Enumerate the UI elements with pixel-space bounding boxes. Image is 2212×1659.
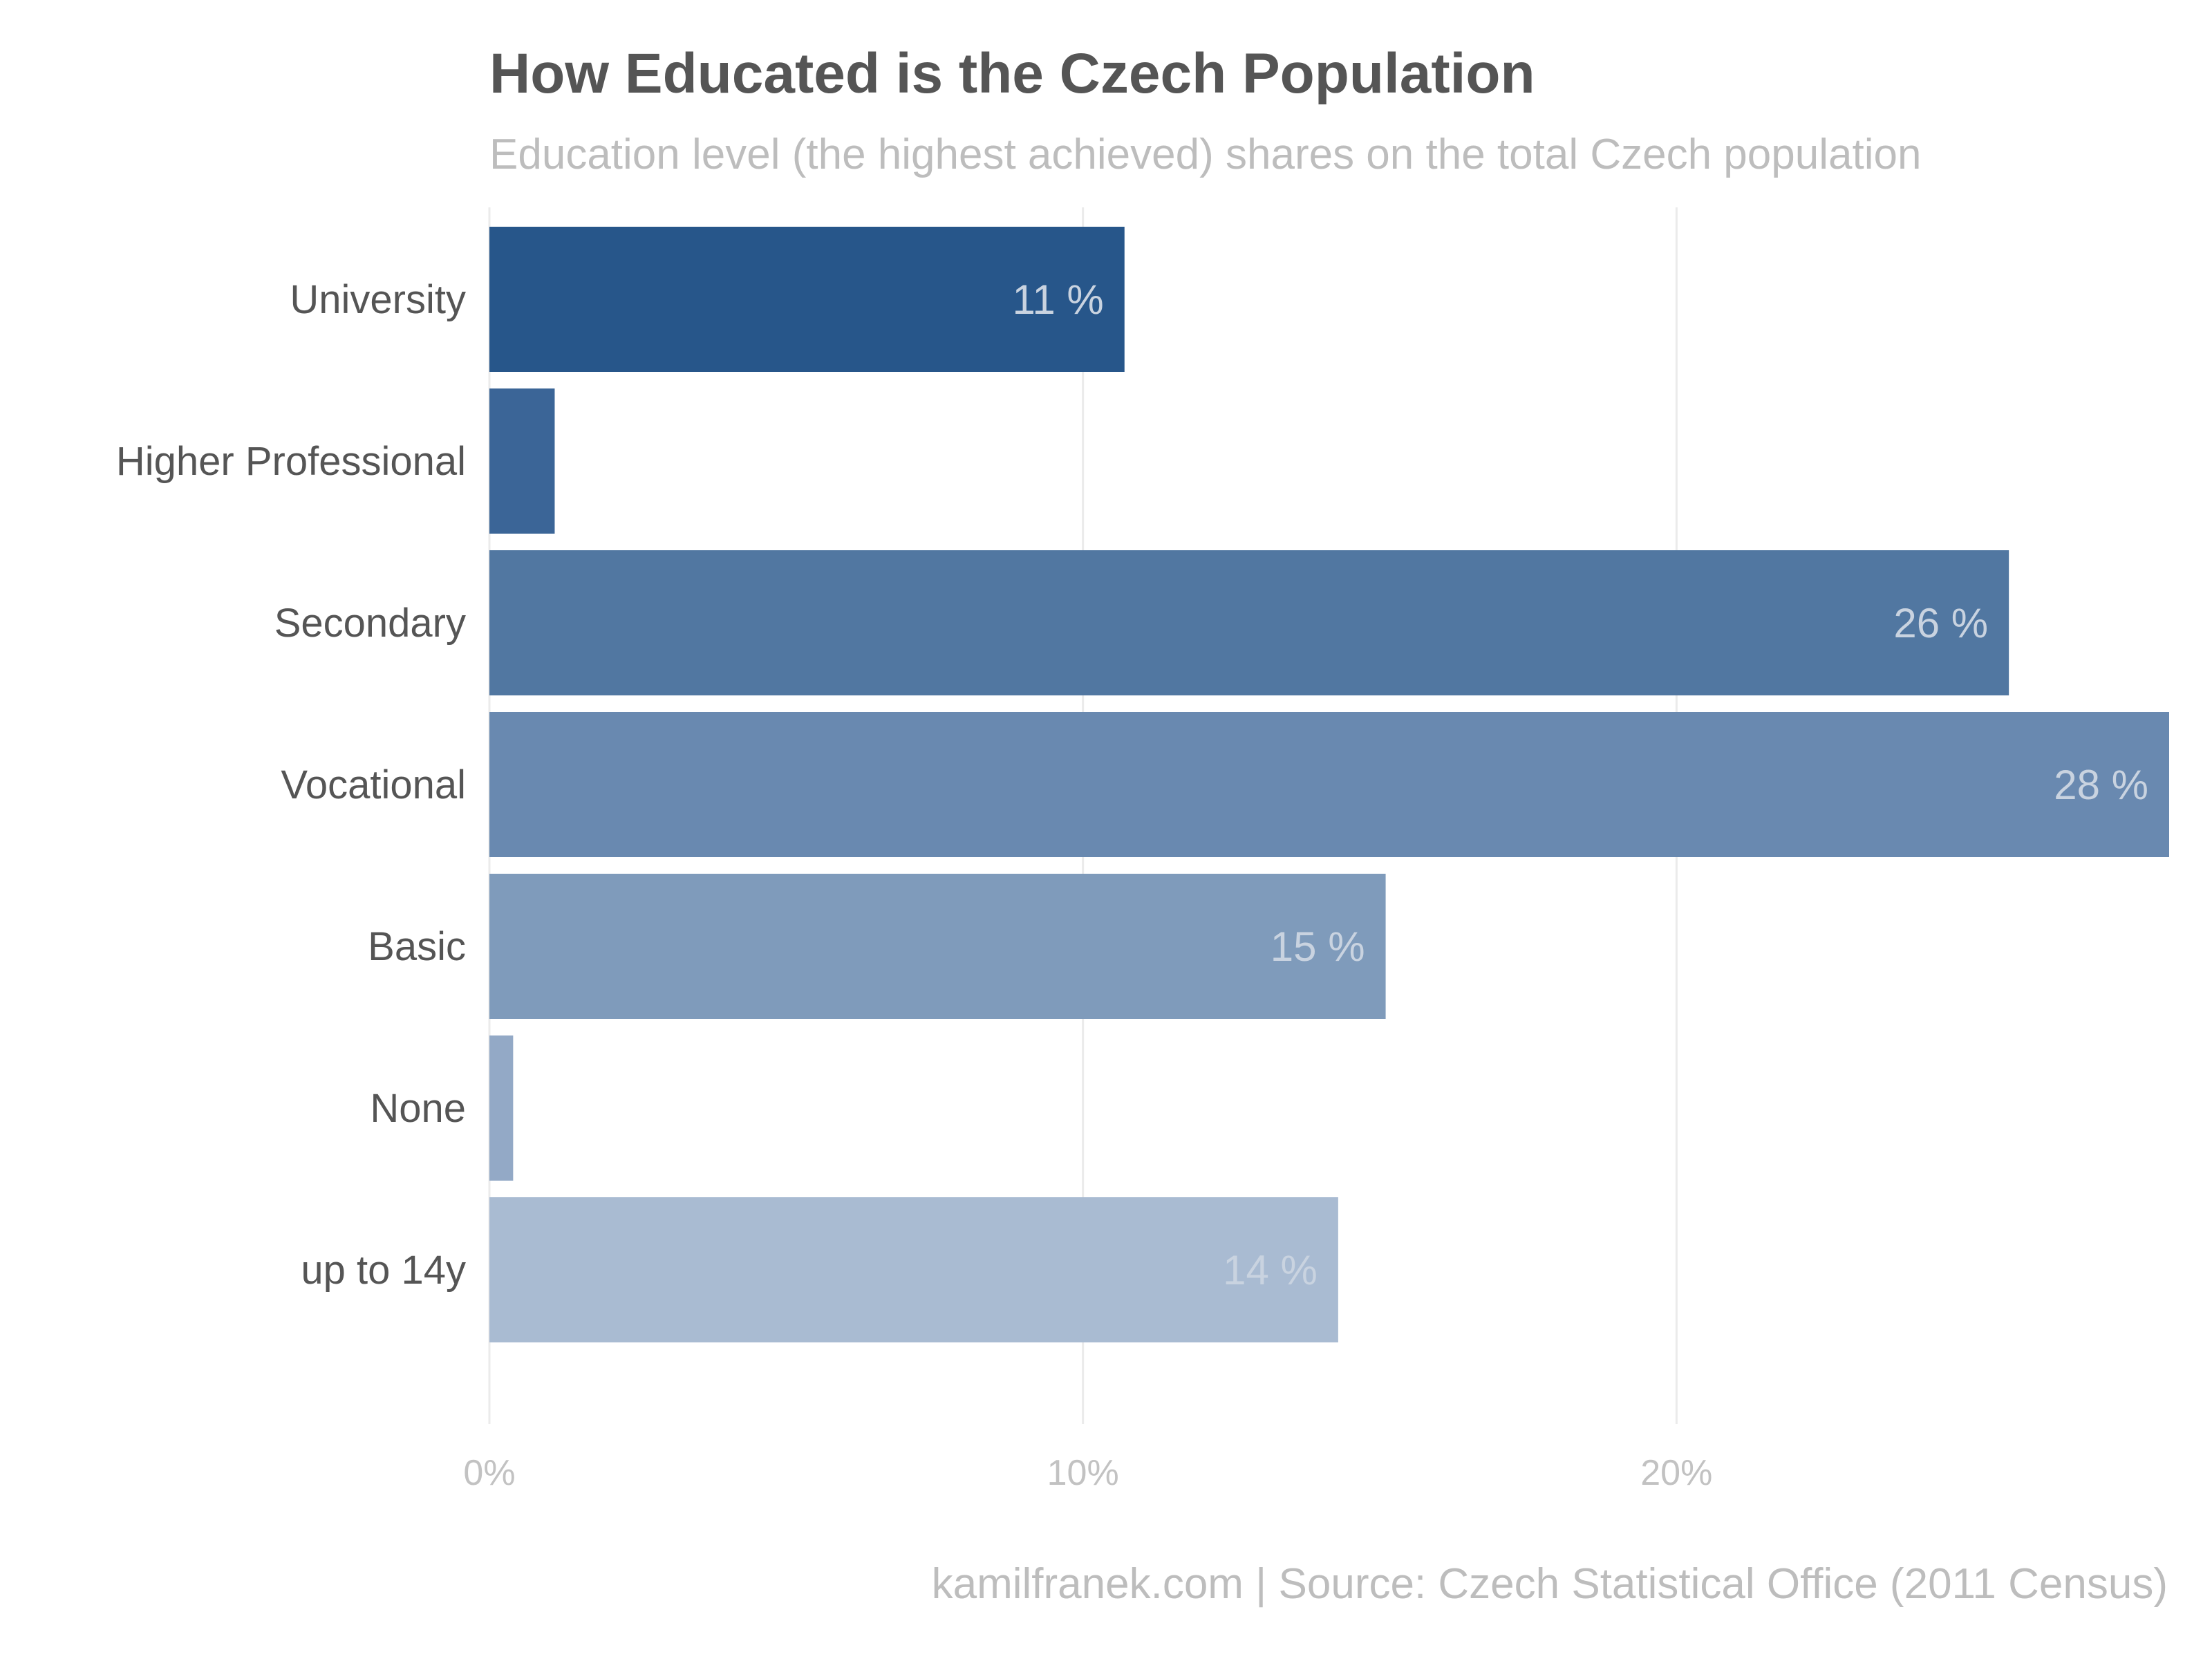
bar	[489, 712, 2169, 857]
chart-subtitle: Education level (the highest achieved) s…	[489, 131, 1922, 178]
category-label: University	[290, 277, 466, 322]
data-label: 15 %	[1271, 924, 1365, 970]
bar	[489, 874, 1386, 1019]
category-label: Higher Professional	[116, 439, 466, 484]
bar	[489, 550, 2009, 695]
data-label: 26 %	[1893, 600, 1988, 646]
bar	[489, 227, 1125, 372]
category-label: Secondary	[274, 601, 466, 646]
data-label: 28 %	[2054, 762, 2148, 808]
category-label: Basic	[368, 924, 466, 969]
bar	[489, 1197, 1338, 1342]
data-label: 14 %	[1223, 1247, 1318, 1293]
category-label: None	[370, 1086, 466, 1131]
category-label: Vocational	[281, 762, 466, 807]
x-tick-label: 10%	[1047, 1453, 1119, 1493]
chart-title: How Educated is the Czech Population	[489, 42, 1535, 105]
x-tick-label: 20%	[1640, 1453, 1712, 1493]
category-label: up to 14y	[301, 1248, 466, 1293]
chart-caption: kamilfranek.com | Source: Czech Statisti…	[931, 1560, 2168, 1608]
bar	[489, 1035, 514, 1181]
data-label: 11 %	[1012, 276, 1103, 323]
bar	[489, 388, 555, 534]
x-tick-label: 0%	[463, 1453, 515, 1493]
